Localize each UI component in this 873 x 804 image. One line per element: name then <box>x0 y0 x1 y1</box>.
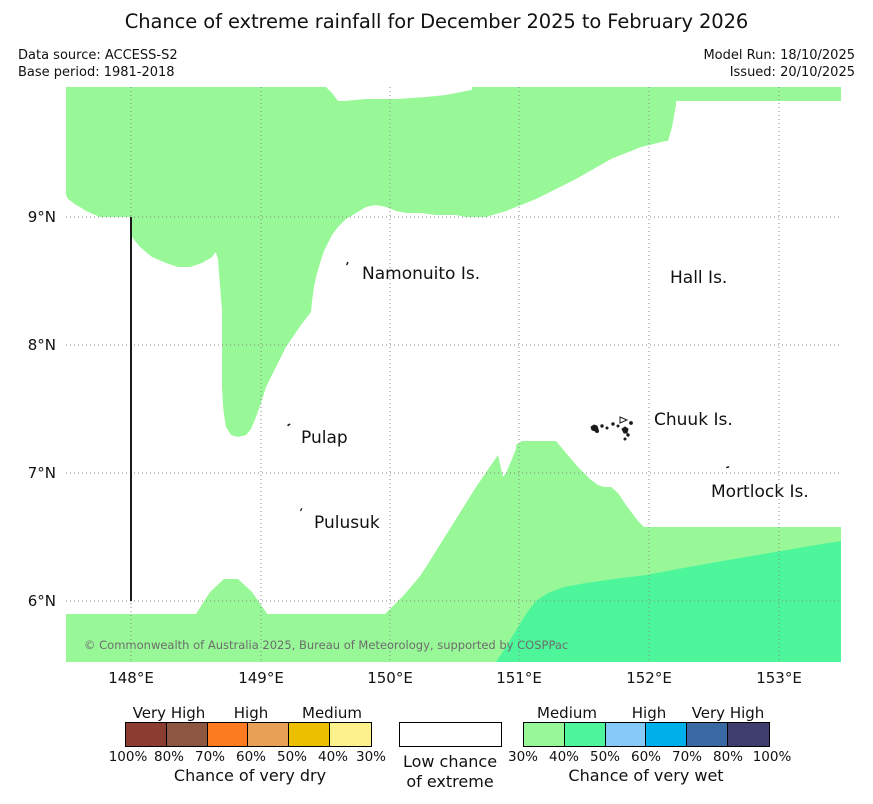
legend-chance-of-very-dry: Very High High Medium 100% 80% 70% 60% 5… <box>109 702 386 768</box>
island-marker-mortlock <box>726 466 730 469</box>
place-label-pulap: Pulap <box>301 428 348 448</box>
map-copyright: © Commonwealth of Australia 2025, Bureau… <box>84 638 569 652</box>
legend-wet-tick-100: 100% <box>752 749 792 765</box>
place-label-namonuito-is: Namonuito Is. <box>362 264 481 284</box>
axis-label-x-152e: 152°E <box>626 669 672 687</box>
region-southeast-wet-medium-upper <box>496 541 841 662</box>
region-northern-wet-lobe <box>66 195 222 267</box>
page-title: Chance of extreme rainfall for December … <box>124 10 749 33</box>
legend-wet-ticks: 30% 40% 50% 60% 70% 80% 100% <box>508 749 791 768</box>
legend-wet-swatch-30[interactable] <box>524 723 565 746</box>
axis-label-x-149e: 149°E <box>238 669 284 687</box>
place-label-hall-is: Hall Is. <box>670 268 728 288</box>
place-label-pulusuk: Pulusuk <box>314 513 380 533</box>
legend-dry-tick-60: 60% <box>235 749 267 765</box>
legend-dry-categories: Very High High Medium <box>125 702 372 722</box>
model-run-text: Model Run: 18/10/2025 <box>703 48 855 63</box>
legend-wet-caption: Chance of very wet <box>568 766 724 785</box>
legend-wet-tick-60: 60% <box>630 749 662 765</box>
axis-label-y-7n: 7°N <box>27 464 56 482</box>
legend-wet-tick-80: 80% <box>712 749 744 765</box>
axis-label-y-8n: 8°N <box>27 336 56 354</box>
legend-wet-swatch-50[interactable] <box>605 723 647 746</box>
legend-dry-swatch-70[interactable] <box>207 723 249 746</box>
legend-wet-tick-70: 70% <box>671 749 703 765</box>
legend-wet-tick-40: 40% <box>548 749 580 765</box>
legend-dry-swatches[interactable] <box>125 722 372 747</box>
axis-label-x-150e: 150°E <box>367 669 413 687</box>
map-plot-area[interactable]: © Commonwealth of Australia 2025, Bureau… <box>66 87 841 662</box>
issued-text: Issued: 20/10/2025 <box>729 64 855 80</box>
legend-dry-tick-50: 50% <box>276 749 308 765</box>
legend-low-chance-label: Low chance of extreme <box>403 752 497 792</box>
place-label-mortlock-is: Mortlock Is. <box>711 482 809 502</box>
legend-wet-categories: Medium High Very High <box>523 702 770 722</box>
legend-dry-category-high: High <box>233 704 269 722</box>
legend-wet-tick-50: 50% <box>589 749 621 765</box>
legend-wet-tick-30: 30% <box>507 749 539 765</box>
legend-dry-swatch-50[interactable] <box>289 723 331 746</box>
legend-wet-swatch-80[interactable] <box>728 723 769 746</box>
legend-dry-tick-100: 100% <box>108 749 148 765</box>
legend-dry-swatch-80[interactable] <box>166 723 208 746</box>
legend-dry-tick-30: 30% <box>355 749 387 765</box>
metadata-left: Data source: ACCESS-S2 Base period: 1981… <box>18 48 178 81</box>
island-marker-namonuito <box>346 261 349 266</box>
legend-low-chance-line1: Low chance <box>402 752 498 771</box>
legend-dry-ticks: 100% 80% 70% 60% 50% 40% 30% <box>109 749 386 768</box>
legend-dry-category-very-high: Very High <box>132 704 206 722</box>
legend-wet-category-very-high: Very High <box>691 704 765 722</box>
axis-label-x-153e: 153°E <box>756 669 802 687</box>
metadata-right: Model Run: 18/10/2025 Issued: 20/10/2025 <box>703 48 855 81</box>
legend-low-chance-swatch[interactable] <box>399 722 502 747</box>
axis-label-y-9n: 9°N <box>27 208 56 226</box>
rainfall-chance-map <box>66 87 841 662</box>
legend-wet-category-high: High <box>631 704 667 722</box>
island-marker-pulusuk <box>300 508 303 512</box>
region-northern-wet-tail <box>656 87 676 141</box>
legend-dry-category-medium: Medium <box>302 704 362 722</box>
island-marker-pulap <box>287 423 291 427</box>
data-source-text: Data source: ACCESS-S2 <box>18 48 178 63</box>
legend-wet-swatch-60[interactable] <box>646 723 688 746</box>
axis-label-x-148e: 148°E <box>108 669 154 687</box>
island-outline-chuuk <box>590 416 633 441</box>
place-label-chuuk-is: Chuuk Is. <box>654 410 733 430</box>
legend-dry-caption: Chance of very dry <box>173 766 327 785</box>
axis-label-y-6n: 6°N <box>27 592 56 610</box>
legend-wet-swatch-70[interactable] <box>687 723 729 746</box>
legend-chance-of-very-wet: Medium High Very High 30% 40% 50% 60% 70… <box>508 702 791 768</box>
legend-wet-swatches[interactable] <box>523 722 770 747</box>
legend-low-chance-line2: of extreme <box>406 772 494 791</box>
legend-dry-swatch-100[interactable] <box>126 723 167 746</box>
region-northern-wet-medium-main <box>66 87 674 437</box>
legend-dry-tick-70: 70% <box>194 749 226 765</box>
axis-label-x-151e: 151°E <box>496 669 542 687</box>
legend-wet-swatch-40[interactable] <box>564 723 606 746</box>
legend-wet-category-medium: Medium <box>537 704 597 722</box>
legend-dry-swatch-40[interactable] <box>330 723 371 746</box>
base-period-text: Base period: 1981-2018 <box>18 64 175 80</box>
legend-dry-swatch-60[interactable] <box>248 723 290 746</box>
legend-dry-tick-80: 80% <box>153 749 185 765</box>
legend-dry-tick-40: 40% <box>317 749 349 765</box>
